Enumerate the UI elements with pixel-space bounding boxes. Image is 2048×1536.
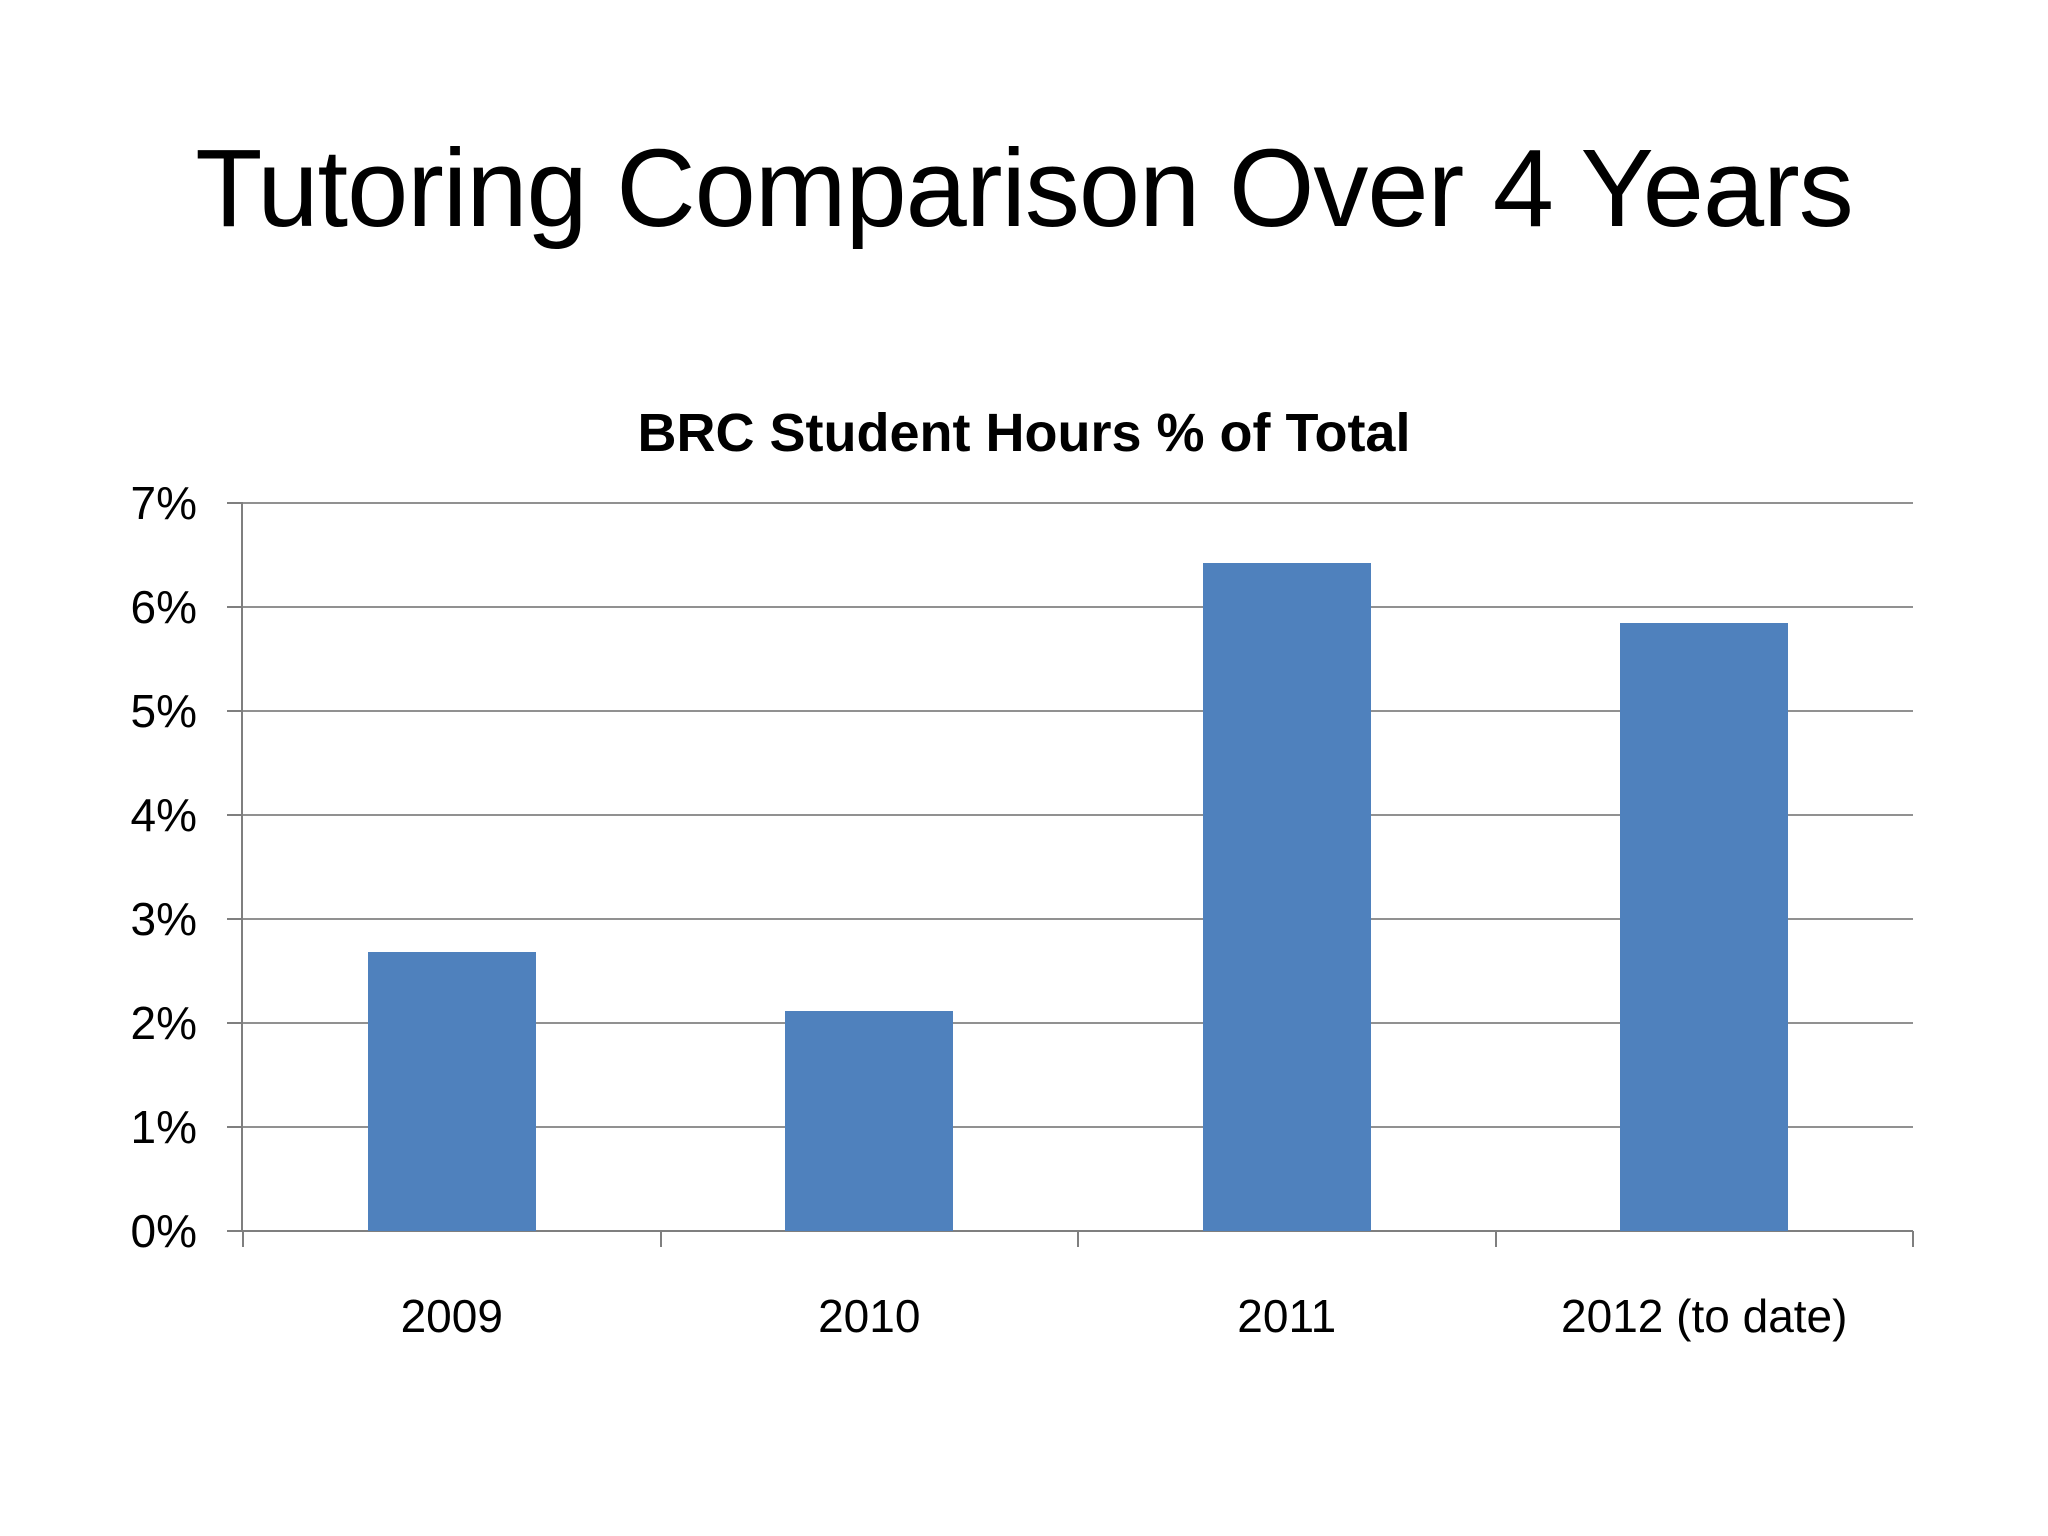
gridline: [243, 918, 1913, 920]
bar-2012-to-date: [1620, 622, 1789, 1231]
y-tick-label: 0%: [130, 1205, 197, 1257]
bar-2009: [367, 952, 536, 1231]
y-tick-label: 4%: [130, 789, 197, 841]
y-axis-tick: [227, 1126, 243, 1128]
y-tick-label: 3%: [130, 893, 197, 945]
y-tick-label: 1%: [130, 1101, 197, 1153]
y-axis-tick: [227, 1022, 243, 1024]
gridline: [243, 1126, 1913, 1128]
y-axis-tick: [227, 1230, 243, 1232]
gridline: [243, 814, 1913, 816]
x-tick-label: 2010: [818, 1290, 921, 1342]
slide-title: Tutoring Comparison Over 4 Years: [195, 127, 1854, 250]
bar-2010: [785, 1010, 954, 1231]
gridline: [243, 1022, 1913, 1024]
bar-2011: [1202, 563, 1371, 1231]
y-tick-label: 5%: [130, 685, 197, 737]
y-axis-tick: [227, 606, 243, 608]
y-axis-tick: [227, 814, 243, 816]
x-tick-label: 2009: [400, 1290, 503, 1342]
y-axis-line: [241, 503, 243, 1231]
gridline: [243, 710, 1913, 712]
y-axis-tick: [227, 502, 243, 504]
x-axis-tick: [659, 1231, 662, 1247]
x-tick-label: 2011: [1237, 1290, 1337, 1342]
x-axis-tick: [1494, 1231, 1497, 1247]
chart-title: BRC Student Hours % of Total: [637, 403, 1411, 463]
y-tick-label: 7%: [130, 477, 197, 529]
y-tick-label: 2%: [130, 997, 197, 1049]
y-axis-tick: [227, 918, 243, 920]
gridline: [243, 606, 1913, 608]
x-tick-label: 2012 (to date): [1561, 1290, 1848, 1342]
y-axis-tick: [227, 710, 243, 712]
gridline: [243, 502, 1913, 504]
x-axis-tick: [1912, 1231, 1914, 1247]
x-axis-tick: [1077, 1231, 1079, 1247]
x-axis-tick: [242, 1231, 244, 1247]
y-tick-label: 6%: [130, 581, 197, 633]
